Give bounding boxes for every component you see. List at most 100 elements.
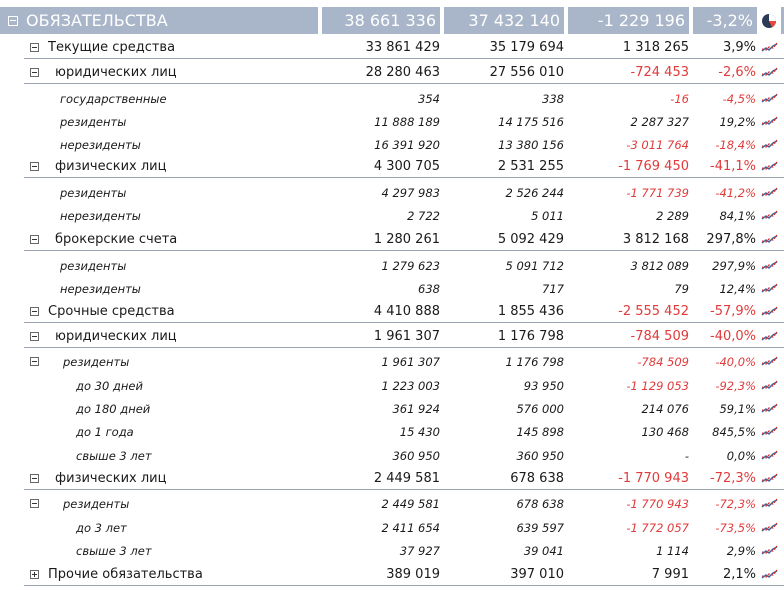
trend-chart-icon[interactable] bbox=[757, 444, 781, 467]
row-label: свыше 3 лет bbox=[76, 448, 152, 463]
row-value-4: 84,1% bbox=[719, 208, 756, 223]
collapse-toggle-icon[interactable] bbox=[30, 162, 39, 171]
table-row[interactable]: физических лиц 2 449 581 678 638 -1 770 943… bbox=[0, 467, 784, 490]
table-row[interactable]: резиденты 1 279 623 5 091 712 3 812 089 297,… bbox=[0, 254, 784, 277]
row-value-1: 16 391 920 bbox=[374, 137, 440, 152]
row-value-4: -41,2% bbox=[715, 185, 756, 200]
trend-chart-icon[interactable] bbox=[757, 228, 781, 251]
header-value-4: -3,2% bbox=[706, 11, 753, 30]
row-value-3: -1 770 943 bbox=[618, 471, 689, 486]
table-row[interactable]: до 180 дней 361 924 576 000 214 076 59,1% bbox=[0, 397, 784, 420]
collapse-toggle-icon[interactable] bbox=[8, 15, 18, 26]
table-row[interactable]: резиденты 4 297 983 2 526 244 -1 771 739 -41… bbox=[0, 181, 784, 204]
trend-chart-icon[interactable] bbox=[757, 492, 781, 515]
collapse-toggle-icon[interactable] bbox=[30, 474, 39, 483]
row-value-2: 27 556 010 bbox=[489, 65, 564, 80]
row-label: резиденты bbox=[60, 114, 127, 129]
expand-toggle-icon[interactable] bbox=[30, 570, 39, 579]
row-label-cell: свыше 3 лет bbox=[0, 539, 318, 562]
row-value-1: 360 950 bbox=[392, 448, 440, 463]
row-value-3: -724 453 bbox=[630, 65, 689, 80]
row-label-cell: резиденты bbox=[0, 110, 318, 133]
table-row[interactable]: свыше 3 лет 360 950 360 950 - 0,0% bbox=[0, 444, 784, 467]
row-label: Срочные средства bbox=[48, 304, 175, 319]
trend-chart-icon[interactable] bbox=[757, 397, 781, 420]
row-value-4: 59,1% bbox=[719, 401, 756, 416]
row-label-cell: до 180 дней bbox=[0, 397, 318, 420]
table-row[interactable]: свыше 3 лет 37 927 39 041 1 114 2,9% bbox=[0, 539, 784, 562]
row-value-4: 12,4% bbox=[719, 281, 756, 296]
collapse-toggle-icon[interactable] bbox=[30, 332, 39, 341]
table-row[interactable]: резиденты 2 449 581 678 638 -1 770 943 -72,3… bbox=[0, 492, 784, 515]
trend-chart-icon[interactable] bbox=[757, 155, 781, 178]
trend-chart-icon[interactable] bbox=[757, 87, 781, 110]
row-label: до 1 года bbox=[76, 424, 134, 439]
table-row[interactable]: нерезиденты 16 391 920 13 380 156 -3 011 76… bbox=[0, 133, 784, 156]
row-value-1: 1 279 623 bbox=[381, 258, 440, 273]
trend-chart-icon[interactable] bbox=[757, 204, 781, 227]
table-row[interactable]: до 1 года 15 430 145 898 130 468 845,5% bbox=[0, 420, 784, 443]
row-value-2: 35 179 694 bbox=[489, 40, 564, 55]
row-value-4: 297,8% bbox=[706, 232, 756, 247]
header-separator bbox=[440, 7, 444, 34]
trend-chart-icon[interactable] bbox=[757, 277, 781, 300]
trend-chart-icon[interactable] bbox=[757, 374, 781, 397]
row-label-cell: физических лиц bbox=[0, 155, 318, 178]
row-label: брокерские счета bbox=[55, 232, 178, 247]
trend-chart-icon[interactable] bbox=[757, 420, 781, 443]
table-row[interactable]: нерезиденты 2 722 5 011 2 289 84,1% bbox=[0, 204, 784, 227]
table-row[interactable]: Срочные средства 4 410 888 1 855 436 -2 555… bbox=[0, 300, 784, 323]
row-label-cell: резиденты bbox=[0, 350, 318, 373]
collapse-toggle-icon[interactable] bbox=[30, 235, 39, 244]
table-row[interactable]: юридических лиц 28 280 463 27 556 010 -724 … bbox=[0, 61, 784, 84]
row-divider bbox=[24, 585, 784, 586]
collapse-toggle-icon[interactable] bbox=[30, 68, 39, 77]
trend-chart-icon[interactable] bbox=[757, 61, 781, 84]
row-value-4: -41,1% bbox=[710, 159, 756, 174]
trend-chart-icon[interactable] bbox=[757, 300, 781, 323]
row-value-3: 2 289 bbox=[656, 208, 689, 223]
header-separator bbox=[689, 7, 693, 34]
trend-chart-icon[interactable] bbox=[757, 350, 781, 373]
trend-chart-icon[interactable] bbox=[757, 110, 781, 133]
row-value-1: 2 449 581 bbox=[381, 496, 440, 511]
row-label-cell: до 3 лет bbox=[0, 516, 318, 539]
row-value-3: -3 011 764 bbox=[626, 137, 689, 152]
table-row[interactable]: нерезиденты 638 717 79 12,4% bbox=[0, 277, 784, 300]
table-row[interactable]: юридических лиц 1 961 307 1 176 798 -784 50… bbox=[0, 325, 784, 348]
collapse-toggle-icon[interactable] bbox=[30, 307, 39, 316]
table-row[interactable]: государственные 354 338 -16 -4,5% bbox=[0, 87, 784, 110]
table-row[interactable]: резиденты 11 888 189 14 175 516 2 287 327 19… bbox=[0, 110, 784, 133]
row-value-4: -40,0% bbox=[715, 354, 756, 369]
row-value-1: 11 888 189 bbox=[374, 114, 440, 129]
trend-chart-icon[interactable] bbox=[757, 516, 781, 539]
trend-chart-icon[interactable] bbox=[757, 254, 781, 277]
row-value-2: 39 041 bbox=[523, 543, 564, 558]
collapse-toggle-icon[interactable] bbox=[30, 357, 39, 366]
row-value-2: 2 531 255 bbox=[497, 159, 564, 174]
trend-chart-icon[interactable] bbox=[757, 563, 781, 586]
pie-chart-icon[interactable] bbox=[757, 7, 781, 34]
table-row[interactable]: до 30 дней 1 223 003 93 950 -1 129 053 -92,3… bbox=[0, 374, 784, 397]
trend-chart-icon[interactable] bbox=[757, 181, 781, 204]
collapse-toggle-icon[interactable] bbox=[30, 499, 39, 508]
row-value-3: 2 287 327 bbox=[630, 114, 689, 129]
trend-chart-icon[interactable] bbox=[757, 133, 781, 156]
trend-chart-icon[interactable] bbox=[757, 325, 781, 348]
row-value-2: 5 092 429 bbox=[497, 232, 564, 247]
collapse-toggle-icon[interactable] bbox=[30, 43, 39, 52]
row-value-2: 14 175 516 bbox=[498, 114, 564, 129]
row-label: нерезиденты bbox=[60, 137, 141, 152]
row-value-2: 678 638 bbox=[516, 496, 564, 511]
table-row[interactable]: резиденты 1 961 307 1 176 798 -784 509 -40,0… bbox=[0, 350, 784, 373]
table-row[interactable]: Прочие обязательства 389 019 397 010 7 991 2… bbox=[0, 563, 784, 586]
trend-chart-icon[interactable] bbox=[757, 36, 781, 59]
table-row[interactable]: физических лиц 4 300 705 2 531 255 -1 769 4… bbox=[0, 155, 784, 178]
trend-chart-icon[interactable] bbox=[757, 539, 781, 562]
table-row[interactable]: до 3 лет 2 411 654 639 597 -1 772 057 -73,5% bbox=[0, 516, 784, 539]
row-value-3: -784 509 bbox=[630, 329, 689, 344]
table-row[interactable]: Текущие средства 33 861 429 35 179 694 1 31… bbox=[0, 36, 784, 59]
row-label-cell: юридических лиц bbox=[0, 61, 318, 84]
trend-chart-icon[interactable] bbox=[757, 467, 781, 490]
table-row[interactable]: брокерские счета 1 280 261 5 092 429 3 812 … bbox=[0, 228, 784, 251]
